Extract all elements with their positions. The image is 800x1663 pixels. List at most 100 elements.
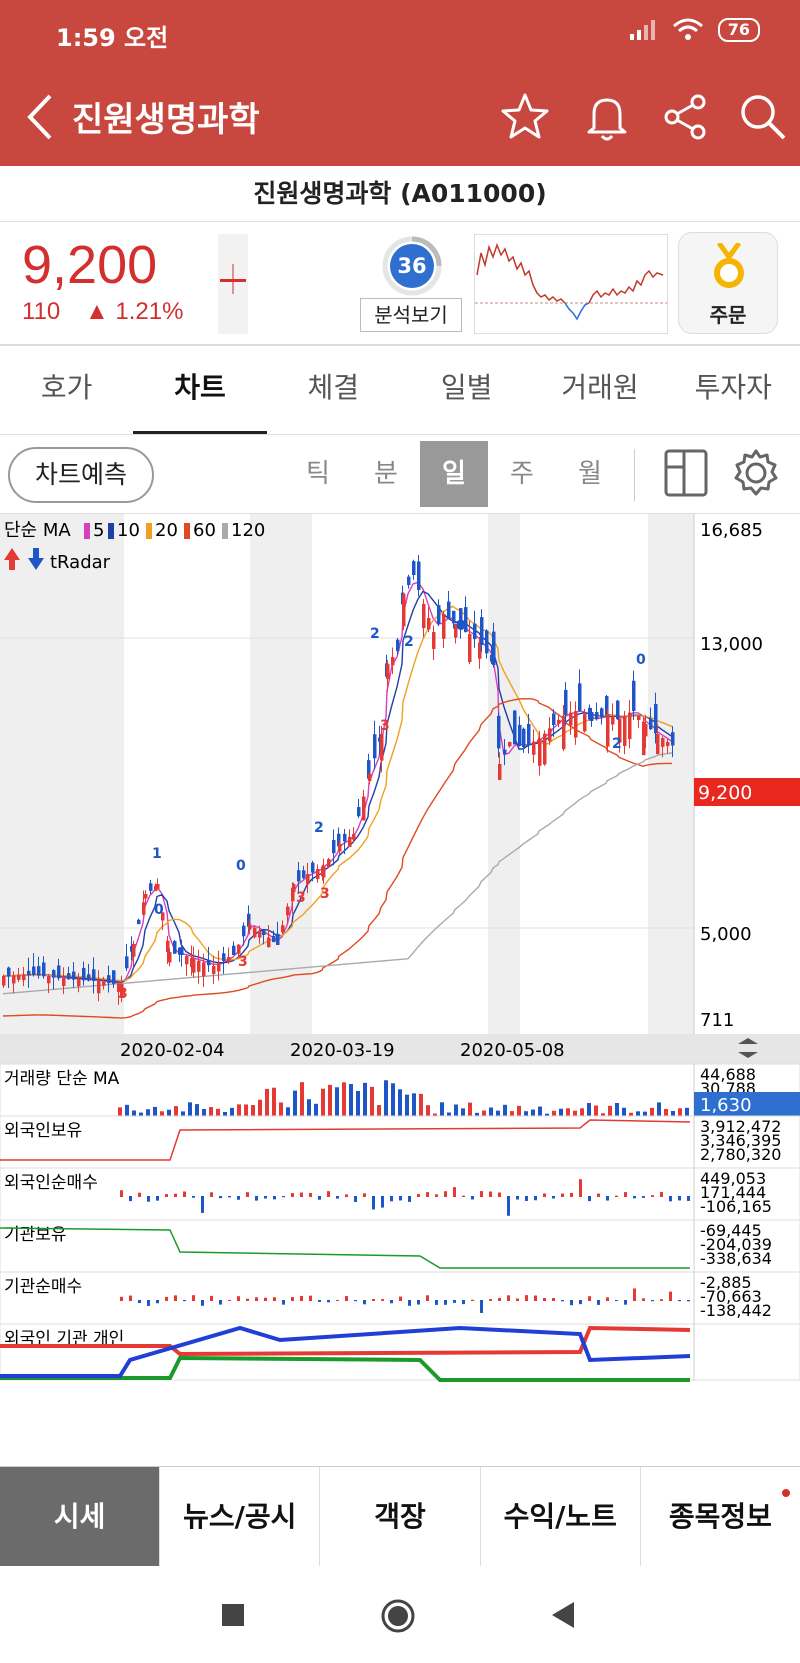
toolbar-divider (634, 449, 635, 501)
panel-label: 외국인순매수 (4, 1173, 98, 1193)
period-day[interactable]: 일 (420, 441, 488, 507)
period-minute[interactable]: 분 (374, 459, 398, 489)
volume-bar (531, 1109, 535, 1116)
tab-broker[interactable]: 거래원 (561, 371, 639, 404)
resize-handle-icon[interactable] (738, 1038, 758, 1058)
analysis-button[interactable]: 분석보기 (360, 298, 462, 332)
period-tick[interactable]: 틱 (306, 459, 330, 489)
search-icon[interactable] (736, 90, 790, 144)
tab-trades[interactable]: 체결 (307, 371, 360, 404)
candle-body (432, 632, 436, 649)
stock-code-title: 진원생명과학 (A011000) (0, 166, 800, 222)
volume-bar (258, 1099, 262, 1116)
candle-body (117, 983, 121, 992)
chart-predict-button[interactable]: 차트예측 (8, 447, 154, 503)
volume-bar (503, 1104, 507, 1116)
candle-body (107, 975, 111, 984)
candle-body (368, 774, 372, 781)
candle-body (272, 935, 276, 943)
bottom-tab-info[interactable]: 종목정보 (639, 1467, 800, 1566)
netbuy-bar (660, 1299, 663, 1301)
netbuy-bar (543, 1193, 546, 1197)
netbuy-bar (336, 1196, 339, 1199)
bottom-tab-lounge[interactable]: 객장 (319, 1467, 479, 1566)
volume-bar (195, 1104, 199, 1116)
x-tick-1: 2020-02-04 (120, 1040, 225, 1061)
candle-body (552, 713, 556, 725)
tab-hoga[interactable]: 호가 (40, 371, 93, 404)
ma60-label: 60 (193, 520, 216, 541)
candle-body (380, 734, 384, 761)
netbuy-bar (354, 1300, 357, 1302)
netbuy-bar (606, 1196, 609, 1201)
candle-body (192, 959, 196, 973)
netbuy-bar (633, 1288, 636, 1301)
settings-gear-icon[interactable] (730, 445, 782, 501)
tab-chart[interactable]: 차트 (133, 346, 267, 434)
netbuy-bar (651, 1300, 654, 1302)
candle-body (373, 734, 377, 759)
netbuy-bar (210, 1192, 213, 1197)
volume-bar (132, 1110, 136, 1116)
tab-daily[interactable]: 일별 (440, 371, 493, 404)
candle-body (137, 919, 141, 925)
candle-body (644, 724, 648, 737)
order-button[interactable]: 주문 (678, 232, 778, 334)
main-tabs: 호가 차트 체결 일별 거래원 투자자 (0, 346, 800, 434)
candle-body (67, 973, 71, 980)
bell-icon[interactable] (580, 90, 634, 144)
netbuy-bar (282, 1196, 285, 1198)
volume-current-marker (694, 1092, 800, 1116)
candle-body (112, 970, 116, 984)
volume-bar (146, 1109, 150, 1116)
volume-bar (594, 1105, 598, 1116)
mini-price-chart[interactable] (474, 234, 668, 334)
netbuy-bar (462, 1300, 465, 1305)
back-nav-icon[interactable] (548, 1600, 578, 1630)
netbuy-bar (390, 1196, 393, 1202)
period-week[interactable]: 주 (510, 459, 534, 489)
volume-bar (398, 1089, 402, 1116)
netbuy-bar (264, 1196, 267, 1199)
back-arrow-icon[interactable] (22, 92, 62, 142)
netbuy-bar (156, 1196, 159, 1201)
bottom-tab-quote[interactable]: 시세 (0, 1467, 160, 1566)
candle-body (437, 605, 441, 624)
candle-body (478, 642, 482, 659)
star-icon[interactable] (498, 90, 552, 144)
radar-signal-marker: 0 (456, 618, 466, 634)
candle-body (649, 718, 653, 730)
candle-body (253, 927, 257, 938)
bottom-tab-news[interactable]: 뉴스/공시 (159, 1467, 319, 1566)
period-month[interactable]: 월 (578, 459, 602, 489)
candle-body (297, 870, 301, 882)
radar-signal-marker: 1 (152, 846, 162, 862)
candle-body (600, 708, 604, 718)
y-tick-top: 16,685 (700, 520, 763, 541)
home-icon[interactable] (380, 1598, 416, 1634)
recents-icon[interactable] (220, 1602, 246, 1628)
layout-icon[interactable] (660, 445, 712, 501)
netbuy-bar (183, 1191, 186, 1197)
price-change: 110 ▲ 1.21% (22, 298, 183, 326)
candle-body (473, 623, 477, 640)
change-percent: 1.21% (115, 298, 184, 325)
share-icon[interactable] (658, 90, 712, 144)
candle-body (166, 940, 170, 953)
radar-signal-marker: 0 (154, 902, 164, 918)
volume-bar (209, 1107, 213, 1116)
tab-investor[interactable]: 투자자 (694, 371, 772, 404)
volume-bar (538, 1106, 542, 1116)
candle-body (161, 912, 165, 921)
stock-title: 진원생명과학 (72, 100, 260, 140)
analysis-score: 36 (390, 244, 434, 288)
bottom-tab-profit[interactable]: 수익/노트 (479, 1467, 640, 1566)
candle-body (508, 742, 512, 747)
candle-body (337, 833, 341, 847)
candle-body (442, 614, 446, 639)
candle-body (628, 712, 632, 740)
radar-signal-marker: 3 (118, 986, 128, 1002)
netbuy-bar (246, 1298, 249, 1301)
panel-label: 기관순매수 (4, 1277, 82, 1297)
